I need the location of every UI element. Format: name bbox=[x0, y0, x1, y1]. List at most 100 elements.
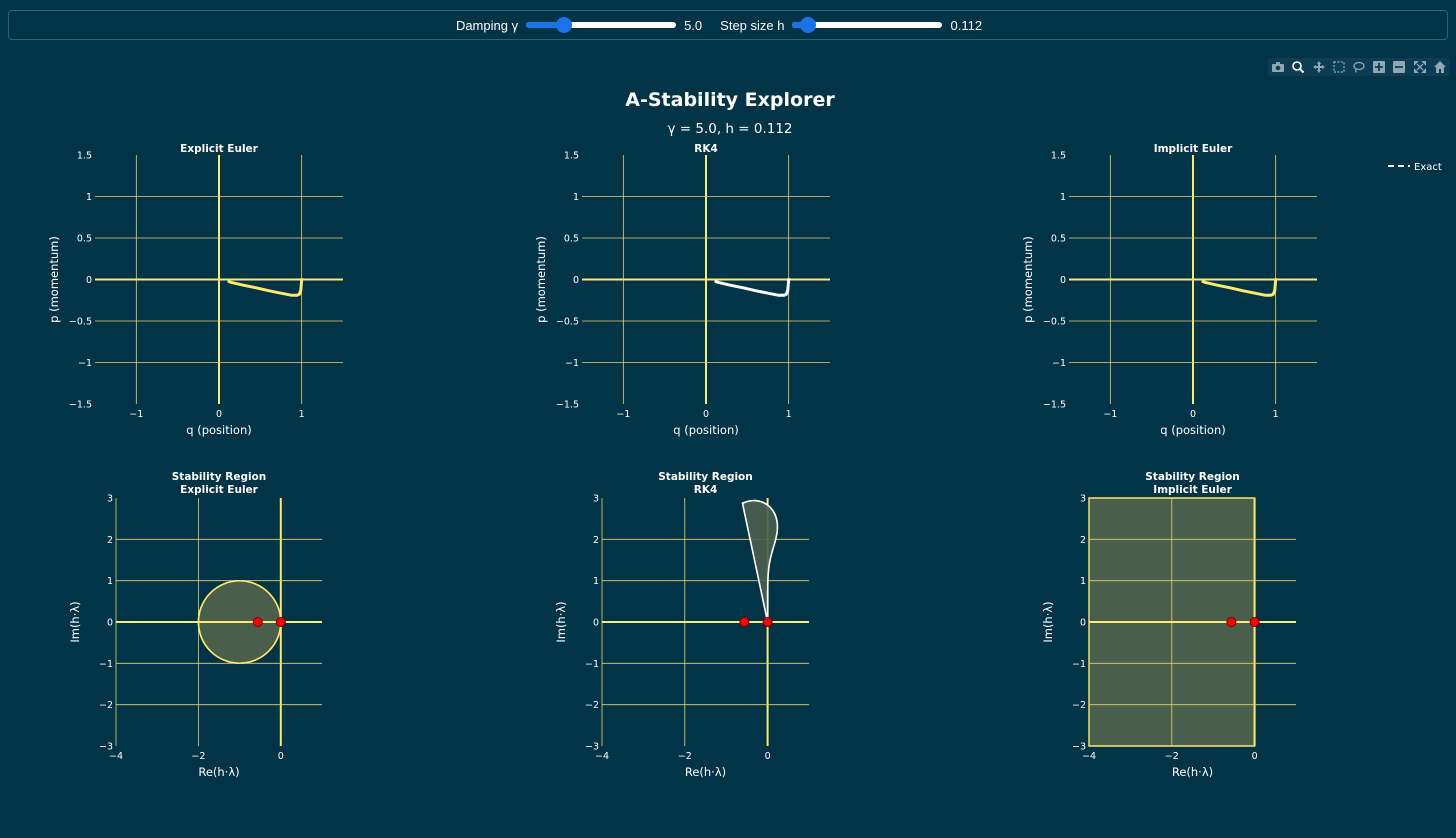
x-tick-label: −1 bbox=[129, 409, 143, 420]
eigenvalue-point bbox=[1249, 617, 1260, 627]
x-axis-label: q (position) bbox=[186, 423, 251, 437]
y-axis-label: Im(h·λ) bbox=[68, 601, 82, 642]
x-axis-label: q (position) bbox=[1160, 423, 1225, 437]
y-tick-label: 0 bbox=[593, 618, 599, 629]
zoom-icon[interactable] bbox=[1291, 60, 1305, 74]
damping-slider[interactable] bbox=[526, 17, 677, 33]
damping-slider-fill bbox=[526, 22, 564, 28]
y-tick-label: 1 bbox=[107, 576, 113, 587]
y-tick-label: −1 bbox=[585, 659, 599, 670]
y-tick-label: −1.5 bbox=[556, 400, 579, 411]
panel-title: RK4 bbox=[694, 143, 718, 155]
y-axis-label: Im(h·λ) bbox=[1041, 601, 1055, 642]
trajectory-line bbox=[227, 278, 304, 297]
panel-subtitle: RK4 bbox=[694, 484, 718, 496]
step-control: Step size h 0.112 bbox=[720, 17, 1000, 33]
y-tick-label: −3 bbox=[1072, 742, 1086, 753]
eigenvalue-point bbox=[1226, 617, 1237, 627]
x-tick-label: 1 bbox=[299, 409, 305, 420]
figure-title: A-Stability Explorer bbox=[625, 89, 835, 111]
y-tick-label: 1.5 bbox=[1051, 151, 1066, 162]
x-tick-label: 0 bbox=[765, 751, 771, 762]
panel-3: Implicit Euler −1 0 1 −1.5 −1 −0.5 0 0.5 1 1.5 q (p… bbox=[1021, 143, 1317, 437]
y-tick-label: 1 bbox=[1060, 192, 1066, 203]
y-tick-label: −0.5 bbox=[69, 317, 92, 328]
y-axis-label: Im(h·λ) bbox=[554, 601, 568, 642]
x-tick-label: −1 bbox=[1103, 409, 1117, 420]
y-tick-label: −3 bbox=[585, 742, 599, 753]
damping-control: Damping γ 5.0 bbox=[456, 17, 720, 33]
y-tick-label: 1 bbox=[573, 192, 579, 203]
damping-slider-thumb[interactable] bbox=[555, 17, 572, 33]
eigenvalue-point bbox=[739, 617, 750, 627]
x-axis-label: Re(h·λ) bbox=[198, 765, 239, 779]
stability-region bbox=[741, 499, 779, 623]
y-tick-label: 0 bbox=[86, 275, 92, 286]
y-tick-label: 1.5 bbox=[564, 151, 579, 162]
y-tick-label: 3 bbox=[107, 494, 113, 505]
camera-icon[interactable] bbox=[1271, 60, 1285, 74]
y-tick-label: 3 bbox=[593, 494, 599, 505]
x-tick-label: −2 bbox=[1165, 751, 1179, 762]
pan-icon[interactable] bbox=[1312, 60, 1326, 74]
legend-exact-label: Exact bbox=[1414, 162, 1442, 173]
y-tick-label: 1 bbox=[86, 192, 92, 203]
y-tick-label: 1.5 bbox=[77, 151, 92, 162]
y-tick-label: 2 bbox=[593, 535, 599, 546]
damping-value: 5.0 bbox=[684, 17, 703, 33]
y-tick-label: −0.5 bbox=[1043, 317, 1066, 328]
y-tick-label: 1 bbox=[593, 576, 599, 587]
x-tick-label: 1 bbox=[1273, 409, 1279, 420]
zoom-out-icon[interactable] bbox=[1392, 60, 1406, 74]
x-axis-label: Re(h·λ) bbox=[1172, 765, 1213, 779]
x-tick-label: 0 bbox=[1252, 751, 1258, 762]
box-select-icon[interactable] bbox=[1332, 60, 1346, 74]
zoom-in-icon[interactable] bbox=[1372, 60, 1386, 74]
step-value: 0.112 bbox=[950, 17, 983, 33]
y-tick-label: −2 bbox=[99, 700, 113, 711]
step-label: Step size h bbox=[720, 17, 785, 33]
damping-slider-track bbox=[526, 22, 677, 28]
y-tick-label: −1 bbox=[99, 659, 113, 670]
y-tick-label: 2 bbox=[1080, 535, 1086, 546]
panel-2: RK4 −1 0 1 −1.5 −1 −0.5 0 0.5 1 1.5 q (position) p (… bbox=[534, 143, 830, 437]
panel-title: Stability Region bbox=[172, 471, 267, 483]
y-tick-label: 0.5 bbox=[1051, 234, 1066, 245]
y-tick-label: 0 bbox=[1060, 275, 1066, 286]
panel-subtitle: Implicit Euler bbox=[1153, 484, 1232, 496]
x-tick-label: −2 bbox=[191, 751, 205, 762]
y-tick-label: 2 bbox=[107, 535, 113, 546]
legend[interactable]: Exact bbox=[1388, 162, 1442, 173]
step-slider[interactable] bbox=[792, 17, 943, 33]
eigenvalue-point bbox=[762, 617, 773, 627]
x-tick-label: 0 bbox=[216, 409, 222, 420]
y-tick-label: −1.5 bbox=[69, 400, 92, 411]
step-slider-thumb[interactable] bbox=[799, 17, 816, 33]
y-tick-label: −1.5 bbox=[1043, 400, 1066, 411]
x-tick-label: −4 bbox=[595, 751, 609, 762]
reset-axes-icon[interactable] bbox=[1433, 60, 1447, 74]
panel-1: Explicit Euler −1 0 1 −1.5 −1 −0.5 0 0.5 1 1.5 q (p… bbox=[47, 143, 343, 437]
eigenvalue-point bbox=[275, 617, 286, 627]
x-tick-label: 0 bbox=[1190, 409, 1196, 420]
y-tick-label: 0.5 bbox=[564, 234, 579, 245]
y-tick-label: 1 bbox=[1080, 576, 1086, 587]
y-tick-label: 0 bbox=[573, 275, 579, 286]
control-bar: Damping γ 5.0 Step size h 0.112 bbox=[8, 10, 1448, 40]
panel-title: Implicit Euler bbox=[1154, 143, 1233, 155]
x-tick-label: −4 bbox=[109, 751, 123, 762]
y-axis-label: p (momentum) bbox=[47, 236, 61, 323]
y-tick-label: −1 bbox=[78, 358, 92, 369]
y-axis-label: p (momentum) bbox=[1021, 236, 1035, 323]
autoscale-icon[interactable] bbox=[1413, 60, 1427, 74]
y-tick-label: −2 bbox=[585, 700, 599, 711]
y-tick-label: −1 bbox=[1072, 659, 1086, 670]
y-tick-label: −0.5 bbox=[556, 317, 579, 328]
x-tick-label: −2 bbox=[678, 751, 692, 762]
x-tick-label: −4 bbox=[1082, 751, 1096, 762]
x-tick-label: 0 bbox=[278, 751, 284, 762]
lasso-icon[interactable] bbox=[1352, 60, 1366, 74]
